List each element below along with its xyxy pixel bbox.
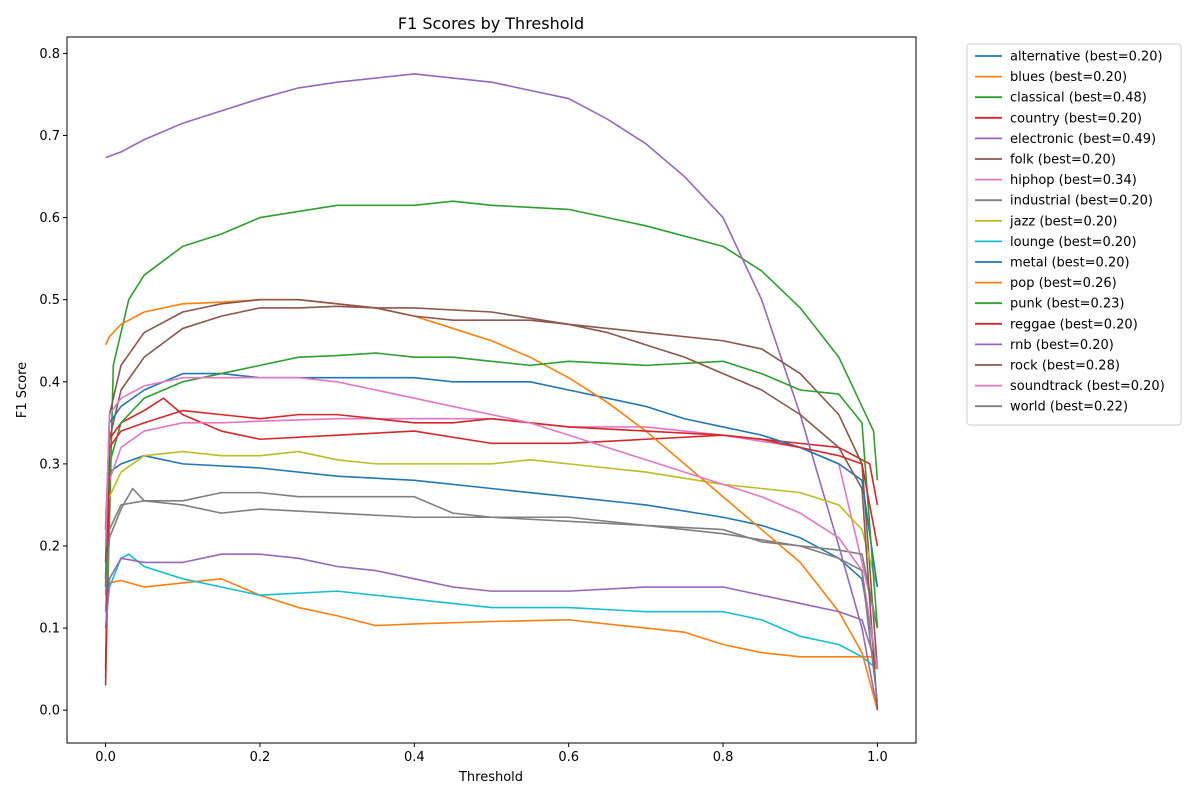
series-line: [104, 500, 879, 629]
series-line: [104, 409, 879, 686]
legend-entry: rnb (best=0.20): [1010, 338, 1114, 353]
x-tick-label: 0.0: [95, 750, 116, 765]
legend-entry: industrial (best=0.20): [1010, 194, 1153, 209]
legend-entry: blues (best=0.20): [1010, 70, 1127, 85]
legend-entry: rock (best=0.28): [1010, 359, 1120, 374]
y-tick-label: 0.2: [39, 539, 60, 554]
series-line: [104, 376, 879, 670]
legend-entry: reggae (best=0.20): [1010, 317, 1138, 332]
legend-entry: punk (best=0.23): [1010, 297, 1125, 312]
legend-entry: lounge (best=0.20): [1010, 235, 1137, 250]
series-line: [105, 73, 879, 711]
series-line: [104, 200, 879, 678]
y-tick-label: 0.8: [39, 47, 60, 62]
chart-title: F1 Scores by Threshold: [398, 14, 584, 33]
legend: alternative (best=0.20) blues (best=0.20)…: [966, 43, 1182, 426]
legend-entry: hiphop (best=0.34): [1010, 173, 1137, 188]
series-line: [104, 372, 879, 588]
legend-entry: pop (best=0.26): [1010, 276, 1117, 291]
series-lines: [104, 73, 879, 711]
series-line: [104, 298, 879, 711]
y-tick-label: 0.0: [39, 704, 60, 719]
y-tick-label: 0.7: [39, 129, 60, 144]
series-line: [104, 352, 879, 629]
legend-entry: world (best=0.22): [1010, 400, 1128, 415]
y-tick-label: 0.3: [39, 457, 60, 472]
y-tick-label: 0.5: [39, 293, 60, 308]
legend-entry: electronic (best=0.49): [1010, 132, 1156, 147]
series-line: [104, 450, 879, 588]
legend-entry: metal (best=0.20): [1010, 256, 1130, 271]
x-tick-label: 1.0: [867, 750, 888, 765]
series-line: [104, 397, 879, 670]
series-line: [104, 454, 879, 670]
x-tick-label: 0.6: [558, 750, 579, 765]
legend-box: [966, 43, 1182, 426]
x-tick-label: 0.8: [713, 750, 734, 765]
legend-entry: soundtrack (best=0.20): [1010, 379, 1165, 394]
series-line: [104, 553, 878, 670]
y-tick-label: 0.1: [39, 622, 60, 637]
legend-entry: alternative (best=0.20): [1010, 50, 1163, 65]
x-tick-label: 0.4: [404, 750, 425, 765]
x-axis-ticks: 0.0 0.2 0.4 0.6 0.8 1.0: [95, 743, 888, 765]
y-tick-label: 0.6: [39, 211, 60, 226]
x-tick-label: 0.2: [250, 750, 271, 765]
series-line: [104, 298, 879, 711]
plot-frame: [66, 36, 917, 744]
x-axis-label: Threshold: [458, 770, 523, 785]
series-line: [104, 487, 879, 703]
series-line: [104, 553, 879, 670]
y-axis-label: F1 Score: [15, 362, 30, 418]
legend-entry: folk (best=0.20): [1010, 153, 1116, 168]
series-line: [104, 305, 879, 670]
y-axis-ticks: 0.0 0.1 0.2 0.3 0.4 0.5 0.6 0.7 0.8: [39, 47, 67, 719]
series-line: [105, 578, 878, 658]
legend-entry: jazz (best=0.20): [1009, 214, 1117, 229]
y-tick-label: 0.4: [39, 375, 60, 390]
legend-entry: classical (best=0.48): [1010, 91, 1147, 106]
legend-entry: country (best=0.20): [1010, 111, 1142, 126]
